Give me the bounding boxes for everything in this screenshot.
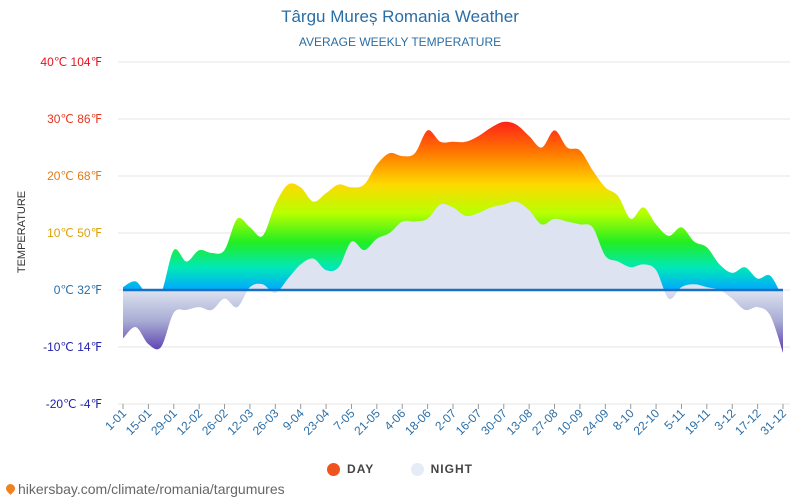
x-tick-label: 16-07 bbox=[453, 406, 485, 438]
y-tick-label: 30℃ 86℉ bbox=[47, 112, 102, 126]
x-tick-label: 24-09 bbox=[580, 406, 612, 438]
day-dot-icon bbox=[327, 462, 341, 476]
x-tick-label: 26-02 bbox=[199, 406, 231, 438]
x-tick-label: 31-12 bbox=[758, 406, 790, 438]
x-tick-label: 18-06 bbox=[402, 406, 434, 438]
legend-item-night[interactable]: NIGHT bbox=[410, 462, 473, 476]
location-pin-icon bbox=[4, 482, 17, 495]
legend-day-label: DAY bbox=[347, 462, 375, 476]
chart-title: Târgu Mureș Romania Weather bbox=[281, 7, 519, 26]
x-tick-label: 19-11 bbox=[682, 406, 713, 437]
x-tick-label: 17-12 bbox=[732, 406, 764, 438]
x-tick-label: 12-03 bbox=[224, 406, 256, 438]
x-tick-label: 22-10 bbox=[631, 406, 663, 438]
x-tick-label: 21-05 bbox=[351, 406, 383, 438]
legend: DAY NIGHT bbox=[0, 462, 800, 479]
x-tick-label: 30-07 bbox=[478, 406, 510, 438]
source-link[interactable]: hikersbay.com/climate/romania/targumures bbox=[4, 481, 285, 497]
y-tick-label: 0℃ 32℉ bbox=[54, 283, 102, 297]
legend-night-label: NIGHT bbox=[430, 462, 473, 476]
series-area-night bbox=[123, 201, 783, 353]
x-tick-label: 27-08 bbox=[529, 406, 561, 438]
y-axis-label: TEMPERATURE bbox=[16, 191, 28, 273]
y-tick-label: -20℃ -4℉ bbox=[46, 397, 102, 411]
y-tick-label: 40℃ 104℉ bbox=[40, 55, 102, 69]
source-text: hikersbay.com/climate/romania/targumures bbox=[18, 481, 285, 497]
y-tick-label: 20℃ 68℉ bbox=[47, 169, 102, 183]
chart-subtitle: AVERAGE WEEKLY TEMPERATURE bbox=[298, 35, 502, 49]
x-tick-label: 10-09 bbox=[554, 406, 586, 438]
x-tick-label: 13-08 bbox=[504, 406, 536, 438]
y-tick-label: 10℃ 50℉ bbox=[47, 226, 102, 240]
x-tick-label: 15-01 bbox=[123, 406, 155, 438]
x-tick-label: 12-02 bbox=[174, 406, 206, 438]
legend-item-day[interactable]: DAY bbox=[327, 462, 374, 476]
y-tick-label: -10℃ 14℉ bbox=[43, 340, 102, 354]
x-tick-label: 26-03 bbox=[250, 406, 282, 438]
night-dot-icon bbox=[410, 462, 424, 476]
x-tick-label: 23-04 bbox=[301, 406, 333, 438]
x-tick-label: 29-01 bbox=[148, 406, 180, 438]
